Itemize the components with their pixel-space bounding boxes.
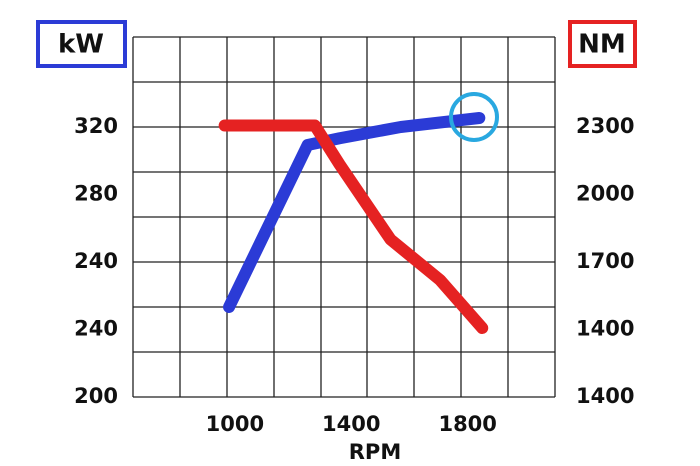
grid [132,36,556,398]
y-tick-label: 200 [74,384,118,408]
y-tick-label: 240 [74,317,118,341]
plot [218,112,489,334]
y2-tick-label: 1700 [576,249,634,273]
y-tick-label: 320 [74,114,118,138]
x-tick-label: 1000 [206,412,264,436]
series-line [223,112,486,313]
y2-tick-label: 1400 [576,384,634,408]
y2-label-box [568,20,637,68]
series-line [218,119,489,334]
x-tick-label: 1800 [438,412,496,436]
y2-tick-label: 1400 [576,317,634,341]
x-tick-label: 1400 [322,412,380,436]
y-label-box [36,20,127,68]
y2-tick-label: 2300 [576,114,634,138]
y-axis-label: kW [58,30,104,60]
y-tick-label: 240 [74,249,118,273]
x-axis-label: RPM [349,440,401,464]
y2-axis-label: NM [578,30,626,60]
highlight-circle [449,92,499,142]
y2-tick-label: 2000 [576,182,634,206]
y-tick-label: 280 [74,182,118,206]
